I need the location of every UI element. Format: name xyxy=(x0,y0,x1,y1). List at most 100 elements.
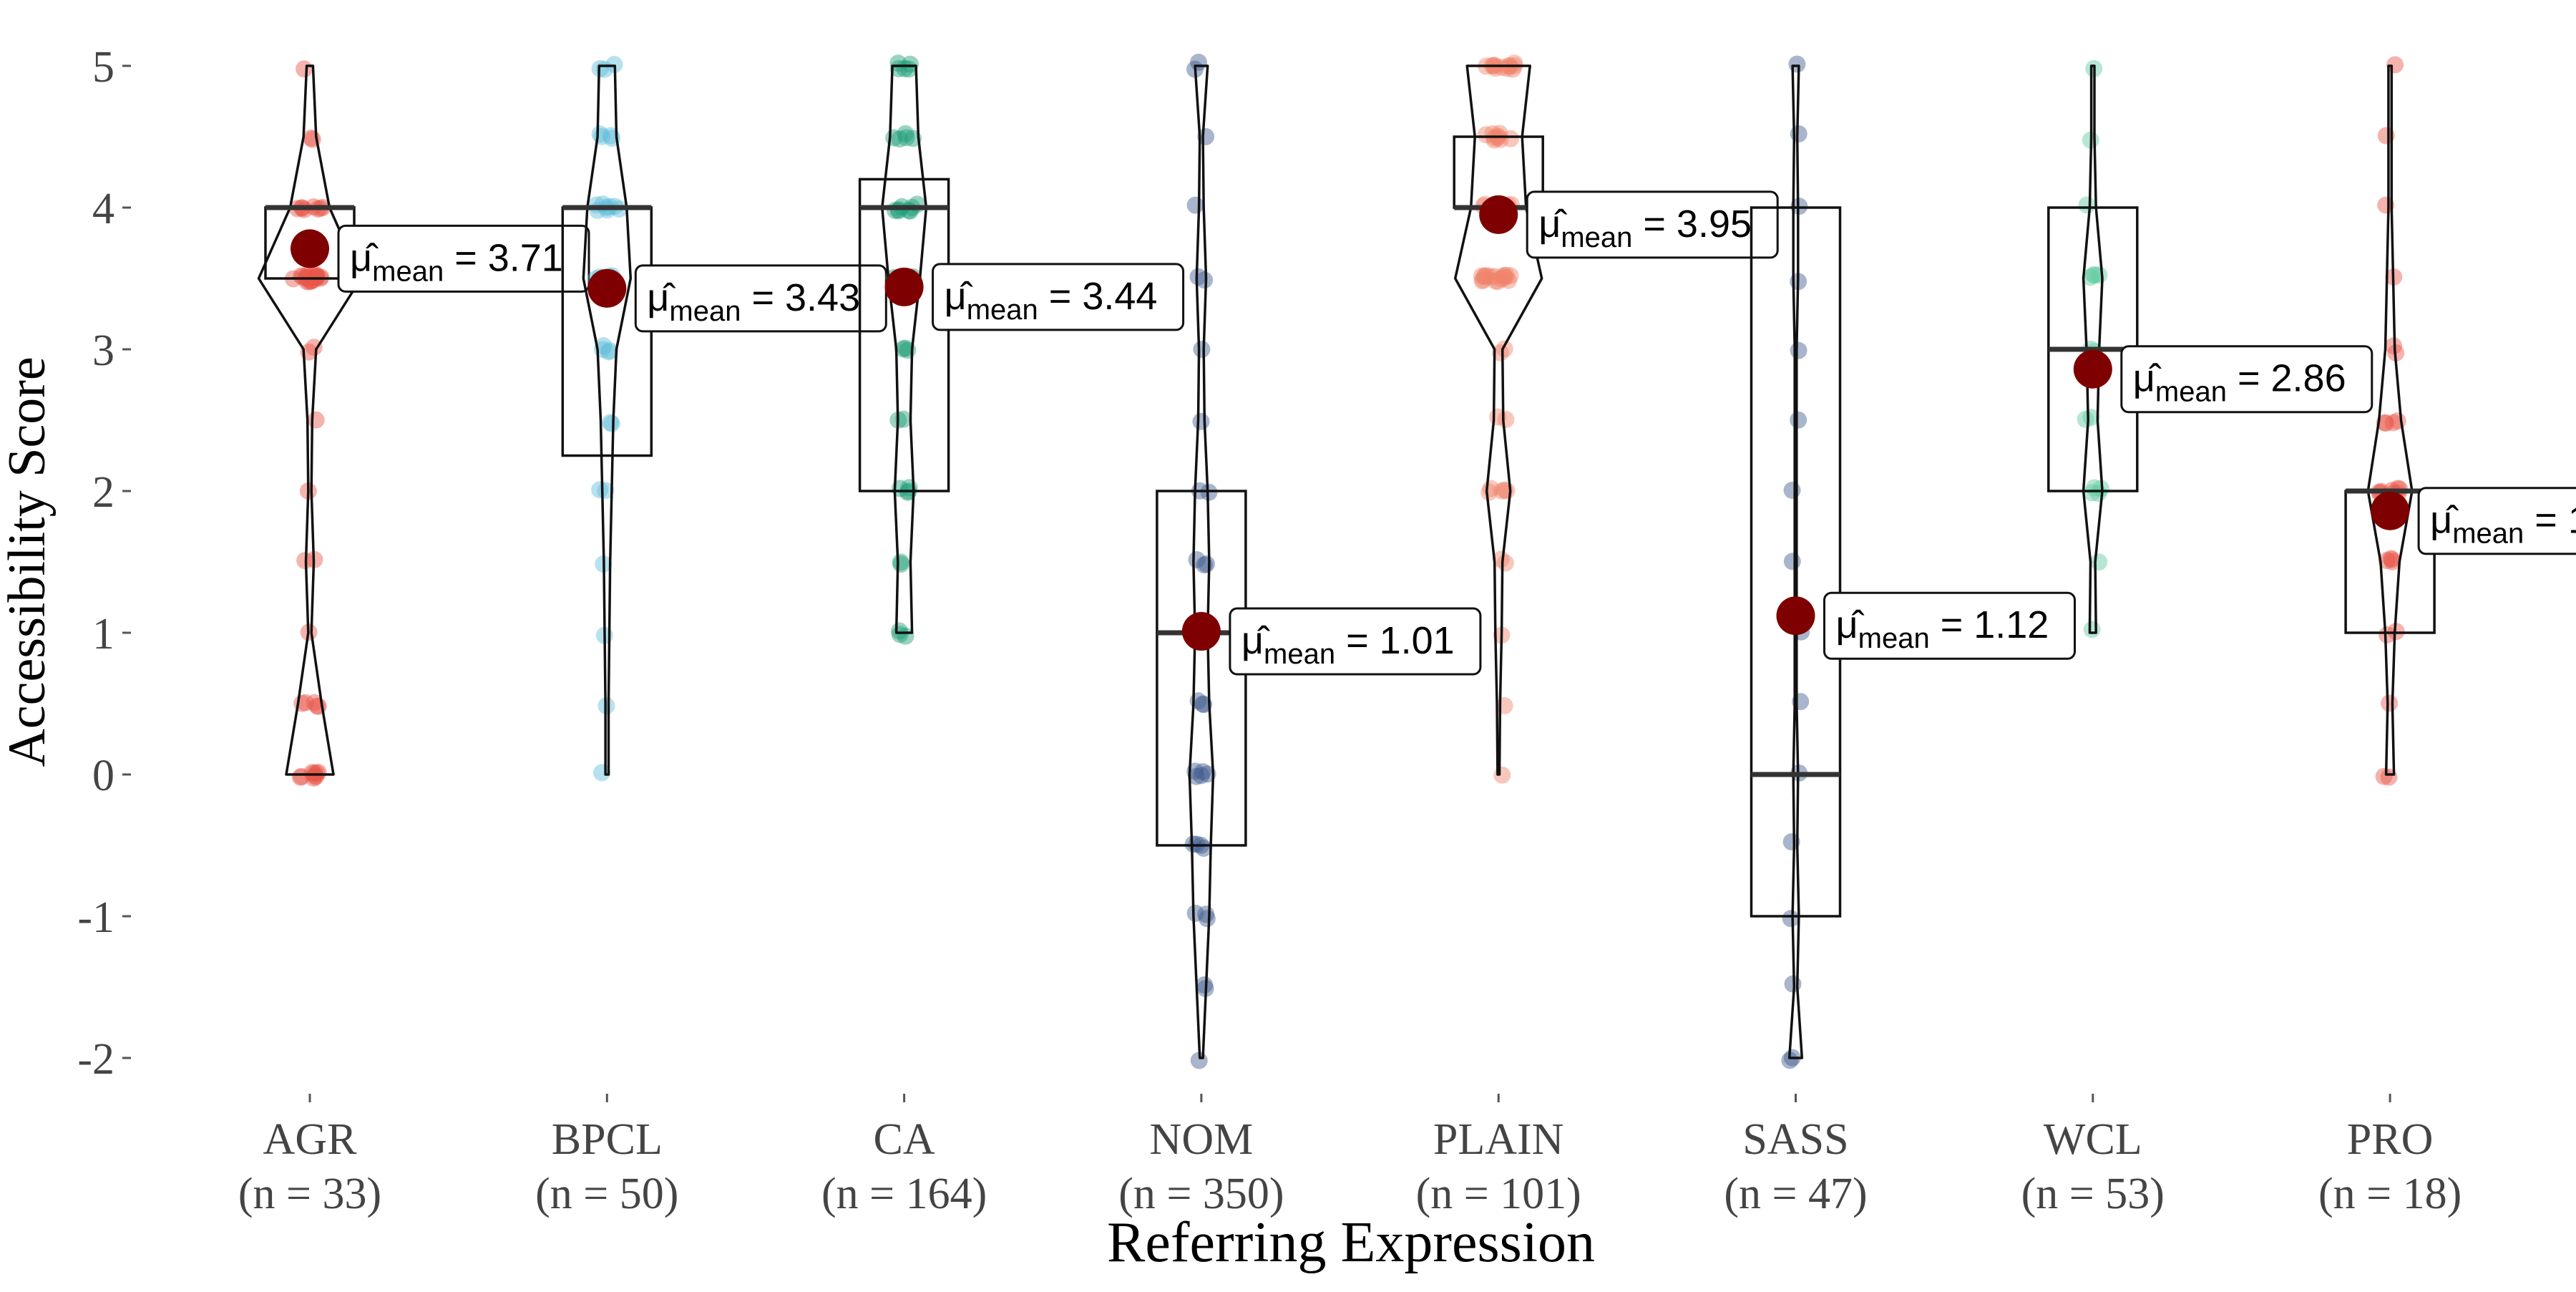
mean-label-box xyxy=(2120,345,2373,414)
mean-label-text: μ̂mean = 3.71 xyxy=(350,236,563,287)
violin-nom xyxy=(1188,64,1215,1059)
data-point xyxy=(2381,694,2399,712)
y-tick-label: 4 xyxy=(92,185,114,233)
data-point xyxy=(896,59,914,77)
data-point xyxy=(891,626,909,643)
data-point xyxy=(1491,130,1509,148)
x-n-label: (n = 33) xyxy=(238,1170,381,1218)
mean-label: μ̂mean = 1.86 xyxy=(2417,487,2576,555)
data-point xyxy=(308,267,326,285)
mean-label-text: μ̂mean = 3.43 xyxy=(647,276,860,327)
data-point xyxy=(301,273,318,291)
mean-label: μ̂mean = 3.43 xyxy=(634,264,887,333)
data-point xyxy=(2083,621,2101,638)
data-point xyxy=(1495,266,1513,284)
data-point xyxy=(892,553,909,571)
data-point xyxy=(899,483,917,501)
mean-label: μ̂mean = 1.12 xyxy=(1823,591,2076,660)
x-tick-label: SASS xyxy=(1742,1115,1848,1164)
data-point xyxy=(1194,763,1211,781)
y-axis-title: Accessibility Score xyxy=(0,356,57,767)
mean-label-box xyxy=(1823,591,2076,660)
data-point xyxy=(1496,340,1513,358)
y-tick-label: 2 xyxy=(92,468,114,517)
data-point xyxy=(305,339,323,356)
mean-label-box xyxy=(1526,190,1779,259)
mean-point xyxy=(2073,349,2112,389)
data-point xyxy=(291,768,309,786)
mean-label-box xyxy=(1229,607,1482,676)
data-point xyxy=(1496,269,1513,287)
data-point xyxy=(600,343,618,361)
mean-point xyxy=(884,267,924,306)
data-point xyxy=(293,267,311,285)
x-tick-label: PLAIN xyxy=(1433,1115,1564,1164)
data-point xyxy=(1189,268,1207,286)
data-point xyxy=(1482,268,1500,286)
data-point xyxy=(305,271,323,288)
data-point xyxy=(1193,341,1211,359)
data-point xyxy=(2382,550,2400,568)
data-point xyxy=(307,411,325,429)
x-n-label: (n = 350) xyxy=(1118,1170,1284,1218)
data-point xyxy=(1495,268,1513,286)
x-n-label: (n = 18) xyxy=(2318,1170,2462,1218)
x-tick-label: WCL xyxy=(2044,1115,2142,1164)
data-point xyxy=(293,268,311,286)
data-point xyxy=(1493,270,1511,288)
data-point xyxy=(2375,767,2393,785)
data-point xyxy=(602,127,620,145)
data-point xyxy=(900,479,918,497)
data-point xyxy=(1473,267,1491,285)
data-point xyxy=(587,196,605,214)
data-point xyxy=(897,125,914,142)
y-tick-label: -2 xyxy=(77,1035,114,1084)
data-point xyxy=(1194,695,1211,713)
data-point xyxy=(1783,553,1801,570)
data-point xyxy=(2090,553,2108,571)
data-point xyxy=(2387,623,2405,641)
data-point xyxy=(1496,696,1513,714)
violin-plain xyxy=(1453,64,1543,776)
data-point xyxy=(302,272,320,290)
data-point xyxy=(2377,196,2395,214)
data-point xyxy=(591,481,609,499)
y-tick-label: 0 xyxy=(92,752,114,800)
data-point xyxy=(1497,266,1515,284)
x-n-label: (n = 50) xyxy=(535,1170,678,1218)
data-point xyxy=(897,129,915,147)
violin-pro xyxy=(2366,64,2414,776)
mean-point xyxy=(1776,596,1815,636)
data-point xyxy=(1493,482,1511,500)
data-point xyxy=(2378,552,2396,570)
violin-bpcl xyxy=(582,64,633,776)
points-nom xyxy=(1184,54,1218,1069)
box-sass xyxy=(1750,206,1842,918)
y-tick-label: -1 xyxy=(77,893,114,942)
x-n-label: (n = 101) xyxy=(1416,1170,1581,1218)
data-point xyxy=(1502,130,1520,147)
mean-label-box xyxy=(337,224,590,293)
data-point xyxy=(1480,483,1498,501)
mean-point xyxy=(587,268,627,308)
mean-label: μ̂mean = 3.71 xyxy=(337,224,590,293)
x-n-label: (n = 164) xyxy=(821,1170,987,1218)
data-point xyxy=(296,60,313,78)
data-point xyxy=(1493,59,1511,77)
data-point xyxy=(1506,54,1523,72)
data-point xyxy=(2383,550,2401,568)
x-n-label: (n = 47) xyxy=(1724,1170,1867,1218)
violin-agr xyxy=(257,64,363,776)
data-point xyxy=(591,125,609,143)
data-point xyxy=(312,268,330,286)
data-point xyxy=(1498,59,1516,77)
mean-label-box xyxy=(2417,487,2576,555)
data-point xyxy=(2384,553,2401,570)
data-point xyxy=(889,54,907,72)
y-tick-label: 3 xyxy=(92,326,114,375)
data-point xyxy=(302,272,320,290)
group-sass: μ̂mean = 1.12 xyxy=(1750,55,2076,1069)
data-point xyxy=(891,130,909,148)
data-point xyxy=(1497,411,1515,429)
